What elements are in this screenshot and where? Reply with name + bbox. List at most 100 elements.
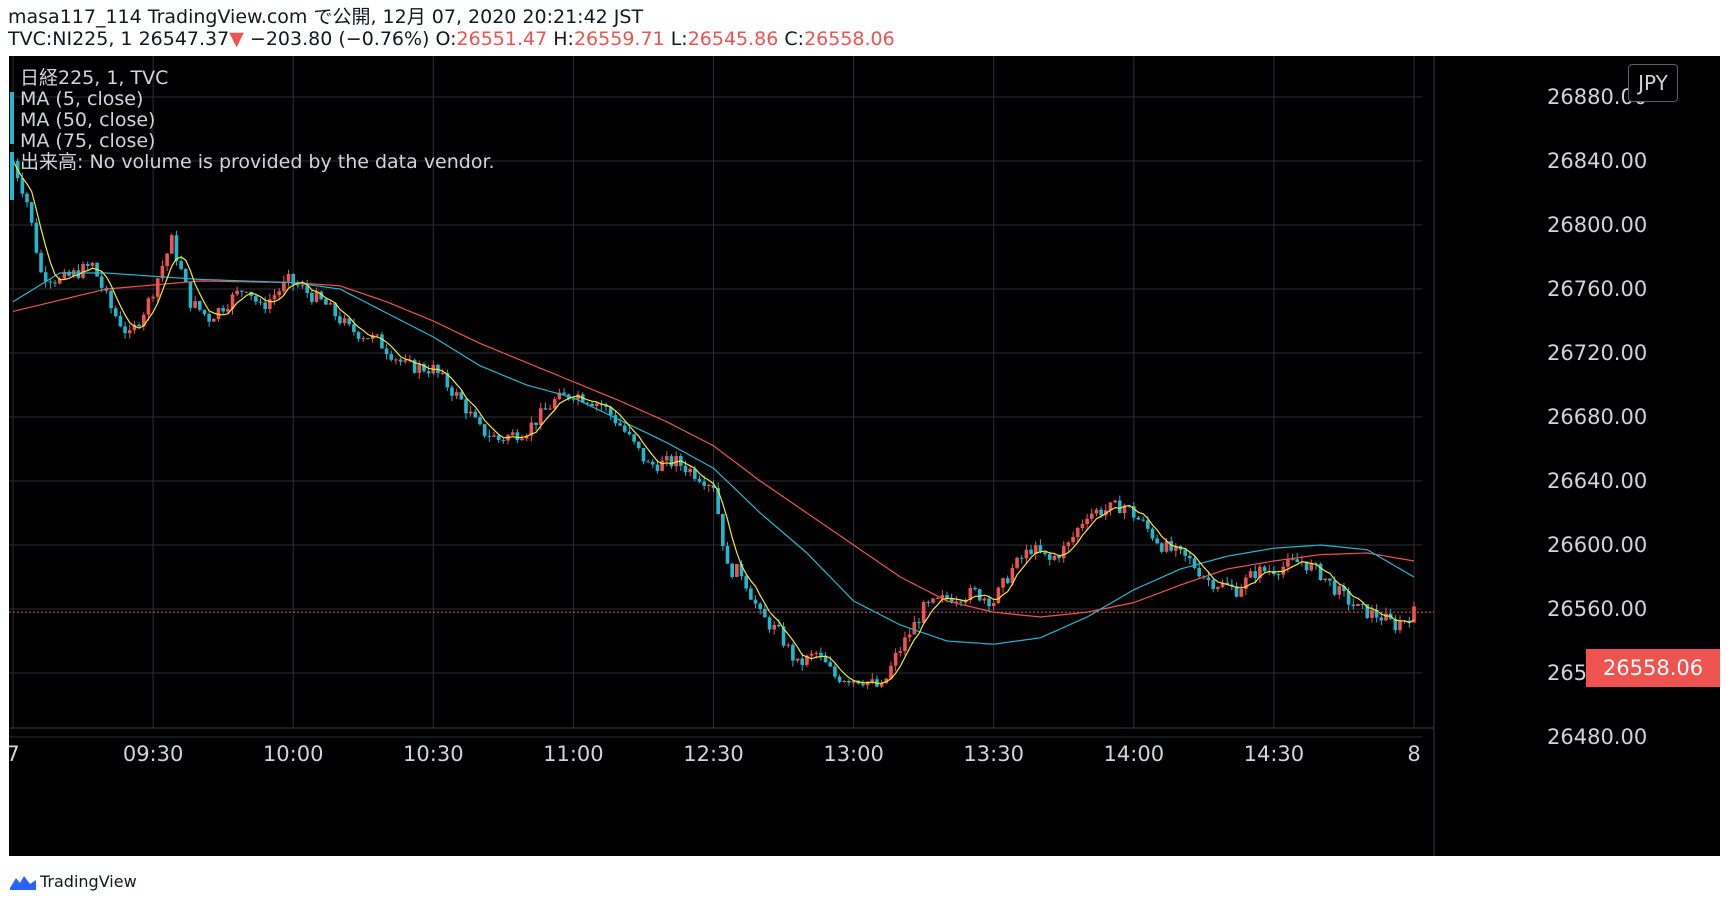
candle-body <box>954 601 959 603</box>
candle-body <box>800 658 805 665</box>
candle-body <box>361 338 366 340</box>
candle-body <box>216 308 221 320</box>
candle-body <box>1216 587 1220 589</box>
candle-body <box>1174 545 1178 551</box>
candle-body <box>151 296 155 299</box>
legend-symbol-title: 日経225, 1, TVC <box>20 67 169 89</box>
candle-body <box>767 617 772 630</box>
candle-body <box>907 634 912 638</box>
candle-body <box>795 658 800 661</box>
footer-brand[interactable]: TradingView <box>40 872 137 891</box>
candle-body <box>459 392 464 400</box>
candle-body <box>1094 509 1099 514</box>
chart-canvas[interactable]: 26880.0026840.0026800.0026760.0026720.00… <box>9 56 1720 856</box>
candle-body <box>146 298 151 315</box>
candle-body <box>169 235 174 254</box>
candle-body <box>1024 549 1029 559</box>
candle-body <box>324 299 328 305</box>
candle-body <box>1304 561 1309 571</box>
candle-body <box>109 290 113 309</box>
candle-body <box>300 285 305 287</box>
y-tick-label: 26760.00 <box>1547 277 1647 301</box>
price-change: −203.80 (−0.76%) <box>249 28 430 50</box>
candle-body <box>1122 505 1127 514</box>
candle-body <box>113 308 118 317</box>
candle-body <box>1015 557 1019 568</box>
candle-body <box>468 411 473 414</box>
candle-body <box>202 309 207 314</box>
candle-body <box>510 432 515 436</box>
candle-body <box>763 608 767 618</box>
candle-body <box>1281 566 1286 575</box>
candle-body <box>90 262 95 266</box>
candle-body <box>1379 617 1384 621</box>
candle-body <box>314 291 319 302</box>
legend-ma75[interactable]: MA (75, close) <box>20 130 156 152</box>
x-tick-label: 10:30 <box>403 742 464 766</box>
x-tick-label: 13:30 <box>963 742 1024 766</box>
candle-body <box>165 253 169 266</box>
candle-body <box>230 294 235 309</box>
candle-body <box>1132 506 1136 518</box>
candle-body <box>380 334 384 349</box>
close-label: C: <box>784 28 805 50</box>
candle-body <box>1089 513 1094 519</box>
candle-body <box>613 415 618 424</box>
candle-body <box>352 324 356 333</box>
candle-body <box>903 637 907 652</box>
candle-body <box>212 319 216 322</box>
candle-body <box>282 281 286 292</box>
candle-body <box>1103 510 1108 516</box>
candle-body <box>735 563 739 578</box>
open-label: O: <box>435 28 457 50</box>
candle-body <box>861 683 865 686</box>
candle-body <box>791 644 795 661</box>
candle-body <box>660 460 664 471</box>
candle-body <box>1085 518 1089 524</box>
candle-body <box>384 348 389 355</box>
candle-body <box>53 282 57 284</box>
ma75-line <box>12 280 1415 618</box>
y-tick-label: 26480.00 <box>1547 725 1647 749</box>
candle-body <box>1010 567 1015 584</box>
candle-body <box>1019 557 1024 559</box>
x-tick-label: 12:30 <box>683 742 744 766</box>
candle-body <box>1160 543 1164 552</box>
candle-body <box>828 662 833 667</box>
candle-body <box>711 485 716 488</box>
candle-body <box>286 273 291 282</box>
candle-body <box>1220 582 1225 588</box>
y-tick-label: 26800.00 <box>1547 213 1647 237</box>
candle-body <box>725 546 730 564</box>
candle-body <box>721 513 725 547</box>
candle-body <box>389 354 394 360</box>
candle-body <box>43 272 48 282</box>
candle-body <box>179 261 183 270</box>
currency-badge[interactable]: JPY <box>1628 64 1678 102</box>
candle-body <box>632 434 636 442</box>
legend-volume[interactable]: 出来高: No volume is provided by the data v… <box>20 151 495 173</box>
candle-body <box>926 602 931 604</box>
y-tick-label: 26720.00 <box>1547 341 1647 365</box>
candle-body <box>552 399 557 409</box>
candle-body <box>160 265 165 279</box>
y-tick-label: 26600.00 <box>1547 533 1647 557</box>
legend-ma5[interactable]: MA (5, close) <box>20 88 144 110</box>
candle-body <box>608 406 613 416</box>
candle-body <box>305 285 310 294</box>
candle-body <box>562 392 566 395</box>
chart-panel[interactable]: 26880.00 26840.00 26800.00 26760.00 26720.00… <box>9 56 1720 856</box>
y-tick-label: 26680.00 <box>1547 405 1647 429</box>
candle-body <box>534 422 538 425</box>
candle-body <box>258 301 263 303</box>
candle-body <box>1113 500 1117 503</box>
candle-body <box>1005 578 1010 584</box>
legend-ma50[interactable]: MA (50, close) <box>20 109 156 131</box>
x-tick-label: 10:00 <box>263 742 324 766</box>
candle-body <box>921 602 926 623</box>
candle-body <box>1356 603 1360 607</box>
candle-body <box>1146 520 1150 529</box>
candle-body <box>193 301 197 308</box>
candle-body <box>403 360 408 362</box>
candle-body <box>781 626 786 646</box>
